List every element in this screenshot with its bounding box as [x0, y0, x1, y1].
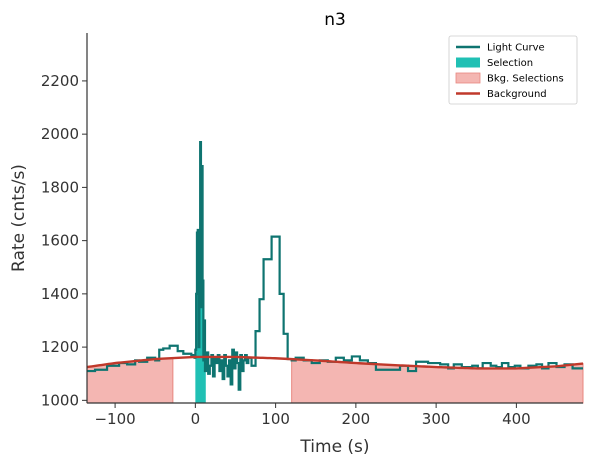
light-curve-layer: [87, 141, 583, 391]
legend-label: Background: [487, 89, 547, 100]
background-line: [86, 355, 584, 370]
y-tick-label: 1600: [41, 232, 79, 250]
legend-label: Bkg. Selections: [487, 74, 564, 85]
y-tick-label: 1200: [41, 338, 79, 356]
legend: Light Curve Selection Bkg. Selections Backg…: [448, 35, 578, 105]
y-tick-label: 1000: [41, 391, 79, 409]
x-axis-label: Time (s): [299, 437, 369, 457]
y-axis-label: Rate (cnts/s): [9, 164, 29, 272]
y-tick-label: 2200: [41, 72, 79, 90]
x-tick-label: 200: [342, 410, 371, 428]
legend-label: Selection: [487, 58, 533, 69]
x-axis-ticks: −100 0 100 200 300 400: [94, 403, 531, 428]
legend-patch-swatch: [455, 72, 481, 84]
legend-patch-swatch: [456, 57, 480, 68]
y-tick-label: 2000: [41, 125, 79, 143]
x-tick-label: 300: [422, 410, 451, 428]
y-axis-ticks: 1000 1200 1400 1600 1800 2000 2200: [41, 72, 87, 409]
x-tick-label: −100: [94, 410, 135, 428]
legend-box: [448, 35, 578, 105]
y-tick-label: 1800: [41, 178, 79, 196]
x-tick-label: 0: [191, 410, 201, 428]
light-curve-line: [87, 141, 583, 391]
background-layer: [86, 355, 584, 370]
y-tick-label: 1400: [41, 285, 79, 303]
x-tick-label: 400: [502, 410, 531, 428]
x-tick-label: 100: [261, 410, 290, 428]
chart-title: n3: [324, 10, 346, 30]
bkg-selection-region-2: [291, 358, 584, 404]
legend-label: Light Curve: [487, 43, 545, 54]
